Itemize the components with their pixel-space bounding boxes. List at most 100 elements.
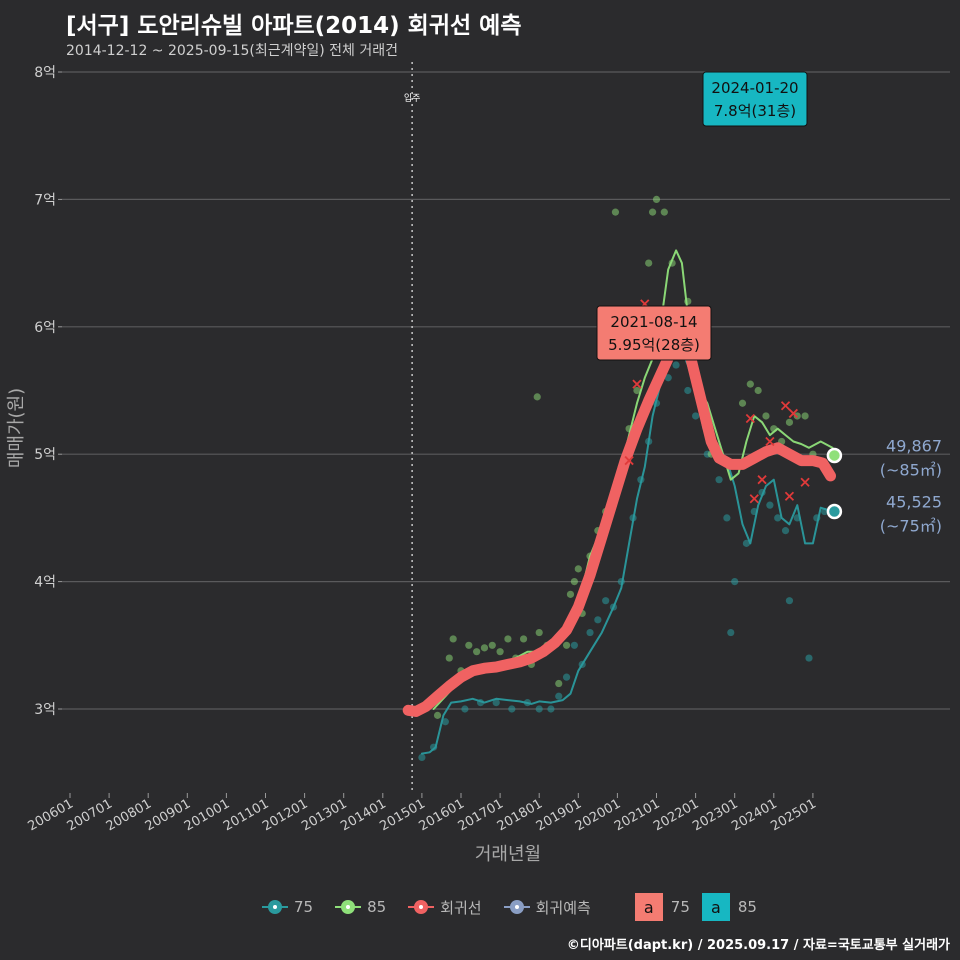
x-axis-title: 거래년월 <box>475 844 541 865</box>
point-75 <box>441 718 449 726</box>
point-75 <box>692 412 700 420</box>
point-85 <box>445 654 453 662</box>
y-tick-label: 4억 <box>34 575 56 591</box>
end-value: 45,525 <box>886 493 942 512</box>
point-75 <box>742 539 751 547</box>
end-point <box>826 503 843 520</box>
point-75 <box>715 476 723 484</box>
point-85 <box>754 386 762 395</box>
point-75 <box>805 654 813 662</box>
point-75 <box>684 386 692 395</box>
legend-box-item: a 75 <box>634 893 690 921</box>
point-85 <box>555 679 563 688</box>
outlier-marker <box>745 413 755 424</box>
point-75 <box>418 753 426 762</box>
point-85 <box>535 628 543 637</box>
point-85 <box>449 635 457 643</box>
legend-box-item: a 85 <box>701 893 757 921</box>
legend-item: 회귀예측 <box>503 897 591 918</box>
point-75 <box>723 514 731 522</box>
point-75 <box>664 374 672 382</box>
point-85 <box>504 635 512 643</box>
point-85 <box>519 635 528 643</box>
legend-label: 75 <box>294 898 314 916</box>
point-85 <box>762 412 770 420</box>
end-point <box>826 447 843 464</box>
y-tick-label: 5억 <box>34 447 56 463</box>
legend-label: 회귀선 <box>440 898 482 917</box>
outlier-marker <box>788 408 798 419</box>
outlier-marker <box>765 436 775 447</box>
x-tick-label: 202501 <box>768 796 818 834</box>
outlier-marker <box>784 491 795 501</box>
legend-item: 85 <box>335 897 386 917</box>
move-in-label: 입주 <box>404 92 421 104</box>
legend-label: 75 <box>670 898 690 916</box>
point-85 <box>562 641 571 649</box>
move-in-marker: 입주 <box>404 62 421 790</box>
point-85 <box>566 590 575 598</box>
point-75 <box>586 628 594 637</box>
annotation-date: 2024-01-20 <box>711 79 798 97</box>
y-axis-title: 매매가(원) <box>6 388 27 468</box>
annotation-box <box>702 71 808 127</box>
point-75 <box>508 705 516 713</box>
point-85 <box>785 418 794 426</box>
point-75 <box>555 692 563 700</box>
outlier-marker <box>800 477 810 487</box>
point-85 <box>633 386 641 395</box>
annotation-value: 5.95억(28층) <box>608 336 700 354</box>
point-85 <box>574 565 582 573</box>
point-75 <box>570 641 578 649</box>
y-tick-label: 8억 <box>34 65 56 81</box>
outlier-marker <box>780 401 791 411</box>
end-value: 49,867 <box>886 436 942 455</box>
legend-key <box>408 897 435 917</box>
legend-item: 75 <box>262 897 313 917</box>
annotation-date: 2021-08-14 <box>610 313 697 331</box>
point-85 <box>433 711 442 719</box>
point-75 <box>602 597 610 605</box>
point-75 <box>547 705 555 713</box>
outlier-marker <box>757 475 767 485</box>
legend-label: 회귀예측 <box>535 898 591 917</box>
annotation-label: 2021-08-14 5.95억(28층) <box>596 305 712 361</box>
point-85 <box>793 412 801 420</box>
point-85 <box>570 578 578 586</box>
chart-title: [서구] 도안리슈빌 아파트(2014) 회귀선 예측 <box>66 13 522 39</box>
line-series-75 <box>420 344 834 755</box>
point-75 <box>461 705 469 713</box>
legend-box-glyph: a <box>634 893 663 921</box>
outlier-marker <box>749 494 759 504</box>
end-area: (~75㎡) <box>880 517 942 536</box>
legend-key <box>262 897 288 917</box>
annotation-box <box>596 305 712 361</box>
point-75 <box>672 361 680 369</box>
outlier-marker <box>632 379 642 389</box>
point-85 <box>801 412 809 420</box>
point-85 <box>738 399 747 407</box>
legend-key <box>503 897 530 917</box>
point-85 <box>533 393 541 401</box>
line-series-regression <box>402 327 836 717</box>
point-75 <box>766 501 774 509</box>
point-85 <box>473 648 481 656</box>
end-label: 49,867 (~85㎡) <box>826 436 942 479</box>
point-85 <box>746 380 754 388</box>
point-75 <box>492 699 500 707</box>
outlier-marker <box>624 455 634 466</box>
legend-label: 85 <box>737 898 757 916</box>
point-75 <box>535 705 543 713</box>
point-75 <box>781 527 790 535</box>
point-85 <box>648 208 657 216</box>
scatter-points <box>418 93 829 762</box>
end-area: (~85㎡) <box>880 460 942 479</box>
point-75 <box>774 514 782 522</box>
point-75 <box>594 616 602 624</box>
point-75 <box>731 578 739 586</box>
y-tick-label: 6억 <box>34 320 56 336</box>
y-tick-label: 3억 <box>34 702 56 718</box>
legend: 75 85 회귀선 회귀예측 a 75 a 85 <box>262 893 779 921</box>
footer-credit: ©디아파트(dapt.kr) / 2025.09.17 / 자료=국토교통부 실… <box>566 938 950 953</box>
